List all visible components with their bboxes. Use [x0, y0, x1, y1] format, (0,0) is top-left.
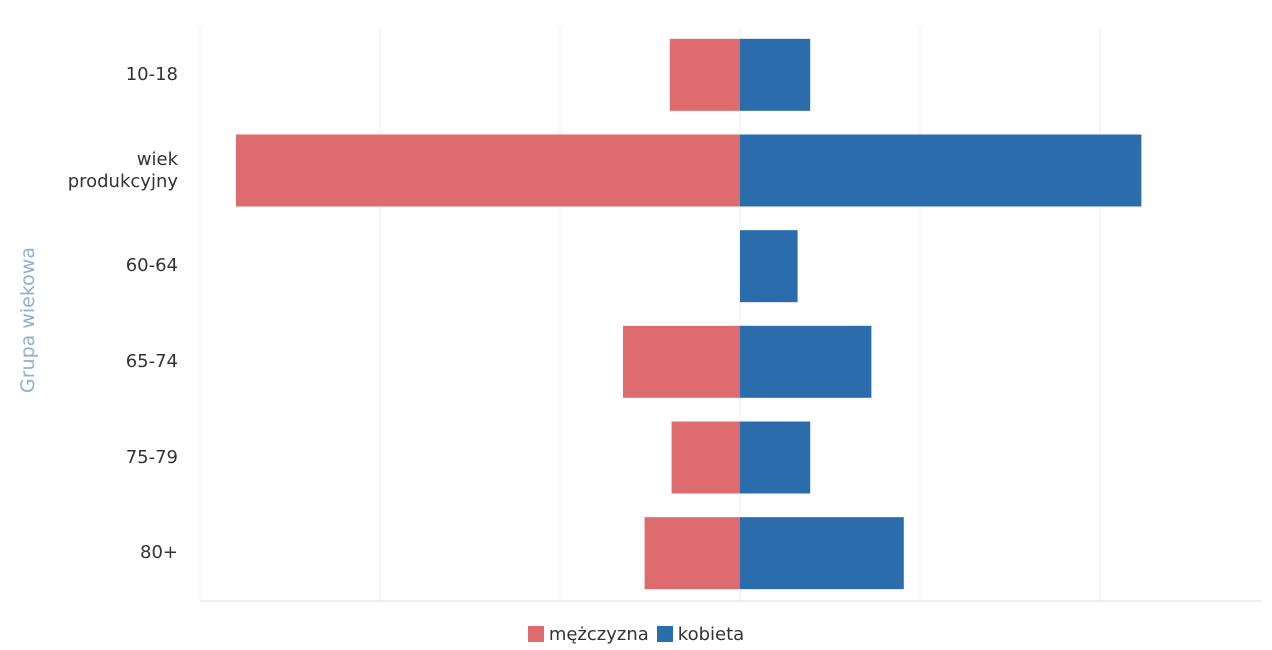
- bar: [669, 38, 740, 111]
- y-tick-label: 65-74: [125, 350, 178, 372]
- legend-swatch: [527, 626, 544, 642]
- bar: [671, 421, 740, 494]
- bar: [740, 517, 904, 590]
- bar: [740, 421, 811, 494]
- bar: [740, 38, 811, 111]
- bar: [740, 230, 798, 303]
- y-tick-label: wiek produkcyjny: [67, 148, 178, 192]
- bar: [623, 325, 740, 398]
- legend-item: mężczyzna: [527, 624, 649, 645]
- legend: mężczyzna kobieta: [0, 624, 1272, 645]
- y-tick-label: 75-79: [125, 446, 178, 468]
- y-tick-label: 80+: [140, 542, 178, 564]
- y-tick-label: 60-64: [125, 255, 178, 277]
- legend-item: kobieta: [656, 624, 745, 645]
- y-tick-label: 10-18: [125, 63, 178, 85]
- bar: [236, 134, 740, 207]
- legend-label: mężczyzna: [548, 624, 649, 645]
- bar: [644, 517, 740, 590]
- bar: [740, 134, 1142, 207]
- legend-label: kobieta: [677, 624, 745, 645]
- bar: [740, 325, 872, 398]
- legend-swatch: [656, 626, 673, 642]
- y-axis-title: Grupa wiekowa: [17, 247, 39, 393]
